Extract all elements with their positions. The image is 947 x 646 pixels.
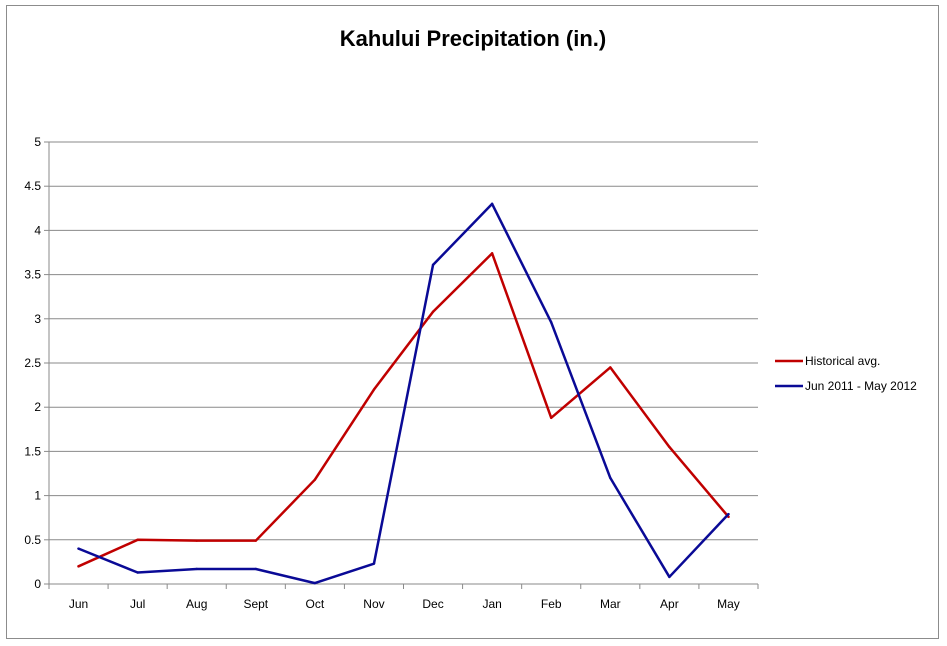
- data-point: [77, 547, 80, 550]
- data-point: [431, 263, 435, 267]
- y-tick-label: 2: [34, 400, 41, 414]
- x-tick-label: Apr: [660, 597, 679, 611]
- data-point: [490, 252, 494, 255]
- y-tick-label: 2.5: [24, 356, 41, 370]
- y-tick-label: 0: [34, 577, 41, 591]
- plot-series: [77, 202, 730, 585]
- data-point: [372, 388, 376, 391]
- x-tick-label: Dec: [422, 597, 443, 611]
- series-line-2: [77, 202, 730, 585]
- data-point: [136, 571, 139, 574]
- data-point: [136, 538, 139, 541]
- x-tick-label: Mar: [600, 597, 621, 611]
- legend-label: Jun 2011 - May 2012: [805, 379, 917, 393]
- x-tick-label: Sept: [243, 597, 268, 611]
- chart-title: Kahului Precipitation (in.): [340, 26, 606, 51]
- data-point: [254, 567, 257, 571]
- x-tick-label: Jan: [482, 597, 501, 611]
- chart-frame: Kahului Precipitation (in.) 0 0.5 1 1.5 2 2.5…: [6, 5, 939, 639]
- x-tick-label: Feb: [541, 597, 562, 611]
- y-tick-label: 3.5: [24, 268, 41, 282]
- data-point: [727, 512, 730, 516]
- y-tick-label: 4: [34, 223, 41, 237]
- data-point: [254, 539, 257, 542]
- axes: 0 0.5 1 1.5 2 2.5 3 3.5 4 4.5 5 Jun Jul Aug Sept Oct Nov…: [24, 135, 759, 611]
- series-line-1: [77, 252, 730, 568]
- data-point: [550, 416, 553, 420]
- data-point: [668, 575, 671, 579]
- y-tick-label: 3: [34, 312, 41, 326]
- data-point: [609, 476, 612, 480]
- y-tick-label: 1.5: [24, 444, 41, 458]
- chart-area: Kahului Precipitation (in.) 0 0.5 1 1.5 2 2.5…: [24, 26, 917, 611]
- data-point: [313, 581, 317, 585]
- gridlines: [49, 141, 758, 541]
- y-tick-label: 0.5: [24, 533, 41, 547]
- x-tick-label: Nov: [363, 597, 384, 611]
- data-point: [372, 562, 376, 565]
- data-point: [668, 445, 671, 449]
- legend: Historical avg. Jun 2011 - May 2012: [775, 354, 917, 393]
- y-tick-label: 4.5: [24, 179, 41, 193]
- data-point: [490, 202, 494, 206]
- data-point: [431, 310, 435, 313]
- x-tick-label: May: [717, 597, 740, 611]
- x-tick-label: Jul: [130, 597, 145, 611]
- y-tick-label: 5: [34, 135, 41, 149]
- data-point: [609, 366, 612, 369]
- data-point: [313, 478, 317, 481]
- x-tick-label: Jun: [69, 597, 88, 611]
- x-tick-label: Aug: [186, 597, 207, 611]
- y-tick-label: 1: [34, 489, 41, 503]
- data-point: [77, 565, 80, 568]
- x-tick-label: Oct: [306, 597, 325, 611]
- legend-label: Historical avg.: [805, 354, 880, 368]
- data-point: [550, 321, 553, 324]
- data-point: [195, 539, 198, 542]
- data-point: [195, 567, 198, 571]
